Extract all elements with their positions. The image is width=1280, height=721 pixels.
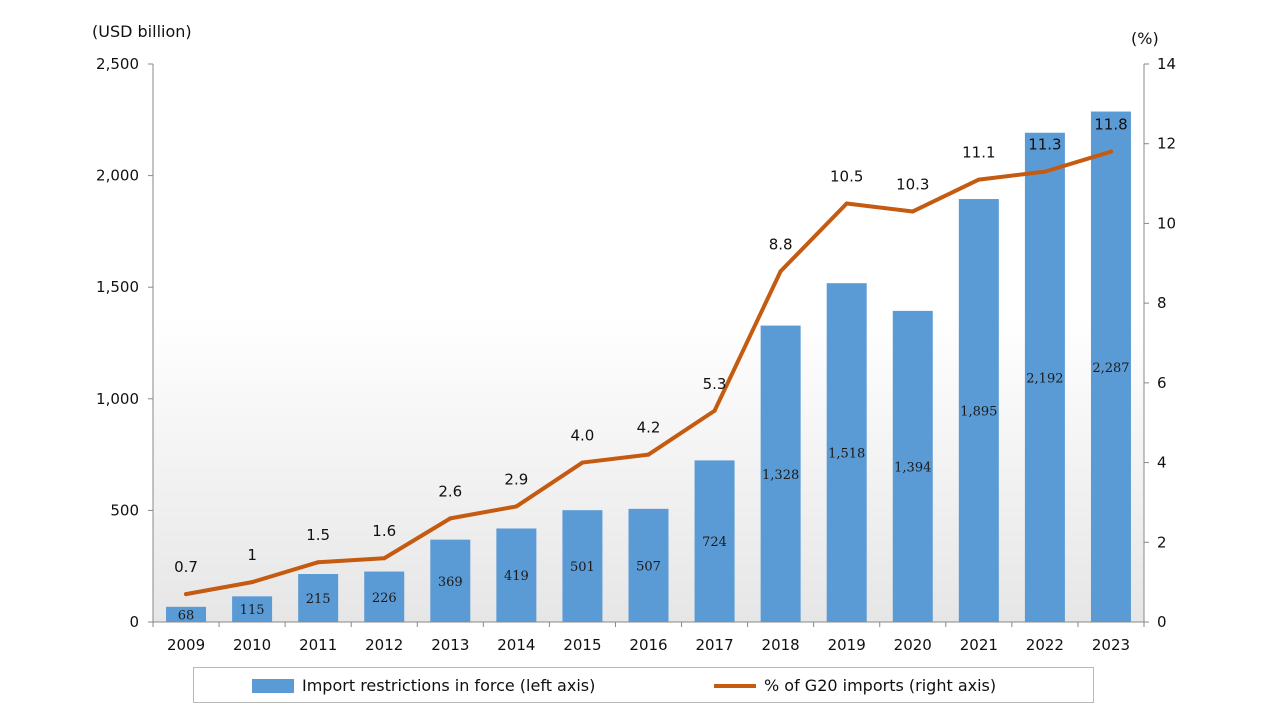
bar-value-label: 1,518: [828, 447, 865, 462]
line-value-label: 2.9: [504, 470, 528, 488]
bar-value-label: 2,287: [1092, 361, 1129, 376]
bar-value-label: 215: [306, 592, 331, 607]
bar-2017: [694, 460, 735, 622]
line-point-2021: [976, 177, 981, 182]
right-tick-label: 2: [1157, 533, 1167, 551]
line-point-2010: [250, 580, 255, 585]
right-tick-label: 6: [1157, 374, 1167, 392]
bar-2011: [298, 574, 339, 622]
right-tick-label: 4: [1157, 454, 1167, 472]
bar-value-label: 1,328: [762, 468, 799, 483]
line-value-label: 8.8: [769, 235, 793, 253]
line-point-2017: [712, 408, 717, 413]
x-tick-label: 2020: [894, 636, 932, 654]
legend: Import restrictions in force (left axis)…: [193, 667, 1094, 703]
line-point-2019: [844, 201, 849, 206]
line-value-label: 1.6: [372, 522, 396, 540]
left-tick-label: 2,500: [96, 55, 139, 73]
bar-2022: [1024, 132, 1065, 622]
bar-2023: [1090, 111, 1131, 623]
line-point-2012: [382, 556, 387, 561]
legend-swatch-line: [714, 683, 756, 688]
bar-value-label: 419: [504, 569, 529, 584]
left-tick-label: 2,000: [96, 167, 139, 185]
bar-value-label: 369: [438, 575, 463, 590]
bar-2012: [364, 571, 405, 622]
line-point-2018: [778, 269, 783, 274]
bar-2019: [826, 283, 867, 622]
right-tick-label: 12: [1157, 135, 1176, 153]
bar-value-label: 1,394: [894, 460, 931, 475]
legend-item-line: % of G20 imports (right axis): [714, 676, 996, 695]
line-value-label: 5.3: [703, 375, 727, 393]
line-value-label: 1.5: [306, 526, 330, 544]
right-tick-label: 14: [1157, 55, 1176, 73]
line-point-2023: [1108, 149, 1113, 154]
bar-value-label: 2,192: [1026, 371, 1063, 386]
line-value-label: 4.0: [571, 427, 595, 445]
bar-value-label: 1,895: [960, 405, 997, 420]
line-point-2015: [580, 460, 585, 465]
legend-item-bars: Import restrictions in force (left axis): [252, 676, 595, 695]
right-tick-label: 0: [1157, 613, 1167, 631]
bar-2016: [628, 508, 669, 622]
right-tick-label: 8: [1157, 294, 1167, 312]
x-tick-label: 2017: [695, 636, 733, 654]
x-tick-label: 2018: [762, 636, 800, 654]
left-tick-label: 0: [129, 613, 139, 631]
legend-swatch-bar: [252, 678, 294, 693]
bar-2014: [496, 528, 537, 622]
x-tick-label: 2015: [563, 636, 601, 654]
bar-value-label: 226: [372, 591, 397, 606]
legend-label-line: % of G20 imports (right axis): [764, 676, 997, 695]
bar-2013: [430, 539, 471, 622]
x-tick-label: 2010: [233, 636, 271, 654]
x-tick-label: 2012: [365, 636, 403, 654]
x-tick-label: 2014: [497, 636, 535, 654]
right-axis-unit-label: (%): [1131, 29, 1159, 48]
line-point-2016: [646, 452, 651, 457]
line-value-label: 0.7: [174, 558, 198, 576]
bar-value-label: 507: [636, 559, 661, 574]
line-value-label: 11.1: [962, 144, 995, 162]
legend-label-bars: Import restrictions in force (left axis): [302, 676, 596, 695]
line-value-label: 11.8: [1094, 116, 1127, 134]
x-tick-label: 2011: [299, 636, 337, 654]
line-point-2009: [184, 592, 189, 597]
x-tick-label: 2009: [167, 636, 205, 654]
line-point-2020: [910, 209, 915, 214]
line-value-label: 10.5: [830, 168, 863, 186]
bar-2020: [892, 310, 933, 622]
bar-2021: [958, 199, 999, 622]
left-tick-label: 500: [110, 501, 139, 519]
bar-value-label: 501: [570, 560, 595, 575]
right-tick-label: 10: [1157, 214, 1176, 232]
bar-2018: [760, 325, 801, 622]
bar-value-label: 68: [178, 608, 195, 623]
left-axis-unit-label: (USD billion): [92, 22, 192, 41]
line-value-label: 1: [247, 546, 257, 564]
bar-value-label: 115: [240, 603, 265, 618]
bar-2010: [232, 596, 273, 622]
bar-2015: [562, 510, 603, 622]
line-value-label: 4.2: [637, 419, 661, 437]
left-tick-label: 1,500: [96, 278, 139, 296]
left-tick-label: 1,000: [96, 390, 139, 408]
bar-2009: [166, 606, 207, 622]
x-tick-label: 2022: [1026, 636, 1064, 654]
line-value-label: 10.3: [896, 175, 929, 193]
bar-value-label: 724: [702, 535, 727, 550]
line-value-label: 2.6: [438, 482, 462, 500]
x-tick-label: 2013: [431, 636, 469, 654]
line-point-2014: [514, 504, 519, 509]
x-tick-label: 2021: [960, 636, 998, 654]
x-tick-label: 2023: [1092, 636, 1130, 654]
line-point-2013: [448, 516, 453, 521]
line-point-2022: [1042, 169, 1047, 174]
line-value-label: 11.3: [1028, 136, 1061, 154]
x-tick-label: 2016: [629, 636, 667, 654]
x-tick-label: 2019: [828, 636, 866, 654]
line-point-2011: [316, 560, 321, 565]
